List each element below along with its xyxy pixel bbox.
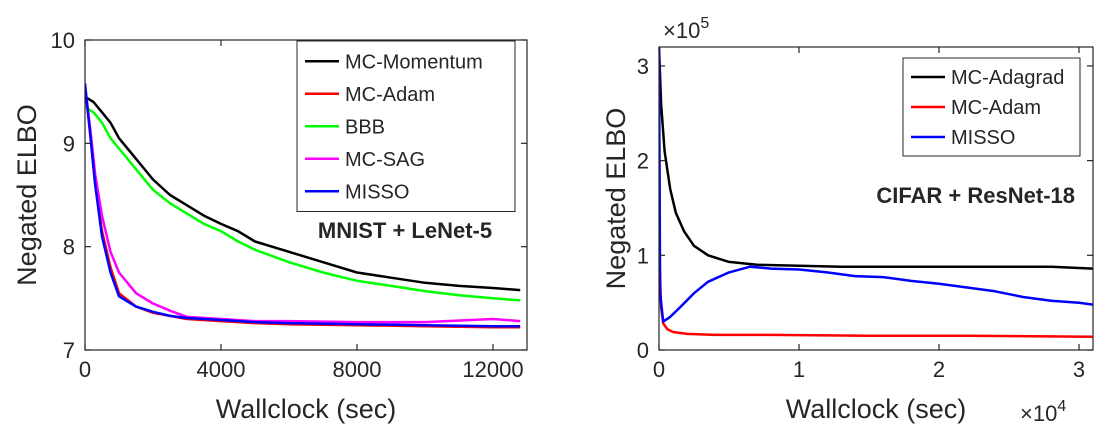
y-tick-label: 0 — [637, 338, 649, 363]
legend-label: BBB — [345, 116, 385, 138]
x-tick-label: 0 — [79, 357, 91, 382]
y-multiplier: ×105 — [663, 15, 709, 43]
y-tick-label: 2 — [637, 149, 649, 174]
series-line-mc-adagrad — [659, 47, 1093, 270]
x-tick-label: 0 — [653, 357, 665, 382]
series-line-mc-sag — [85, 86, 521, 324]
y-tick-label: 7 — [63, 338, 75, 363]
series-line-misso — [659, 47, 1093, 323]
y-tick-label: 3 — [637, 54, 649, 79]
x-tick-label: 1 — [793, 357, 805, 382]
x-tick-label: 12000 — [462, 357, 523, 382]
series-line-bbb — [85, 106, 521, 302]
x-tick-label: 2 — [933, 357, 945, 382]
legend-label: MISSO — [345, 181, 409, 203]
series-line-mc-momentum — [85, 95, 521, 292]
y-tick-label: 1 — [637, 243, 649, 268]
legend-label: MC-SAG — [345, 149, 425, 171]
x-multiplier: ×104 — [1020, 398, 1066, 426]
y-tick-label: 10 — [51, 28, 75, 53]
legend-label: MISSO — [951, 127, 1015, 149]
x-tick-label: 3 — [1073, 357, 1085, 382]
chart-annotation: CIFAR + ResNet-18 — [876, 183, 1075, 208]
y-axis-label: Negated ELBO — [12, 104, 42, 286]
series-lines — [85, 83, 521, 329]
y-axis-label: Negated ELBO — [601, 108, 631, 290]
x-axis-label: Wallclock (sec) — [216, 394, 397, 424]
legend-label: MC-Momentum — [345, 51, 483, 73]
chart-mnist-lenet5: 0 4000 8000 12000 7 8 9 10 Wallclock (sec) Negate… — [12, 28, 528, 424]
x-tick-label: 8000 — [333, 357, 382, 382]
legend-label: MC-Adam — [345, 84, 435, 106]
series-lines — [659, 47, 1093, 338]
chart-cifar-resnet18: 0 1 2 3 0 1 2 3 Wallclock (sec) Negated ELBO ×105 ×… — [601, 15, 1094, 426]
chart-annotation: MNIST + LeNet-5 — [318, 218, 492, 243]
legend-label: MC-Adam — [951, 97, 1041, 119]
x-tick-label: 4000 — [197, 357, 246, 382]
series-line-misso — [85, 83, 521, 328]
y-tick-label: 8 — [63, 235, 75, 260]
axes-box — [84, 39, 528, 351]
legend-label: MC-Adagrad — [951, 67, 1064, 89]
axes-box — [658, 46, 1094, 351]
legend: MC-Adagrad MC-Adam MISSO — [902, 57, 1081, 157]
legend: MC-Momentum MC-Adam BBB MC-SAG MISSO — [296, 40, 516, 212]
y-tick-label: 9 — [63, 131, 75, 156]
x-axis-label: Wallclock (sec) — [786, 394, 967, 424]
